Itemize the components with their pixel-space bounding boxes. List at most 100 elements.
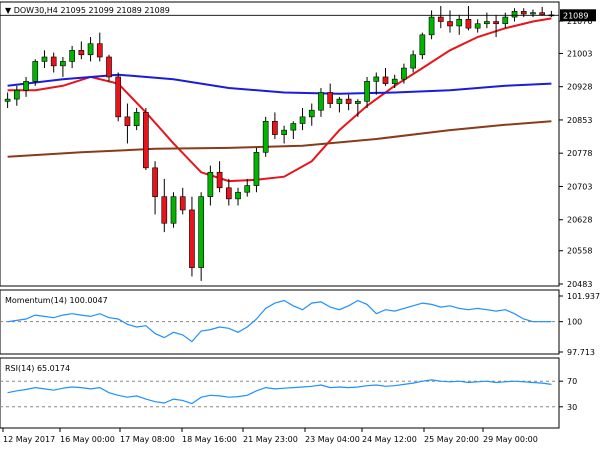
candle — [50, 52, 57, 73]
candle — [41, 50, 48, 69]
candle — [216, 161, 223, 193]
candle-body-up — [511, 11, 518, 18]
rsi-axis: 70 30 — [559, 377, 577, 412]
candle-body-up — [308, 109, 315, 118]
candle-body-down — [96, 43, 103, 58]
candle — [262, 116, 269, 157]
price-tick-label: 20483 — [567, 280, 592, 289]
candle-body-up — [244, 185, 251, 193]
candle-body-down — [225, 187, 232, 200]
candle — [401, 63, 407, 84]
candle-body-up — [428, 16, 435, 36]
candle — [115, 72, 122, 122]
candle-body-up — [198, 196, 204, 268]
price-chart-title: ▼ DOW30,H4 21095 21099 21089 21089 — [5, 6, 170, 15]
candle — [493, 14, 499, 38]
candle — [152, 161, 158, 215]
candle-body-down — [216, 171, 223, 189]
candle-body-up — [13, 89, 20, 100]
rsi-panel: 70 30 RSI(14) 65.0174 — [0, 357, 577, 429]
candle — [419, 32, 426, 60]
rsi-tick-label: 70 — [567, 377, 577, 386]
candle-body-up — [4, 98, 11, 102]
candle-body-up — [133, 112, 140, 127]
candle-body-down — [327, 92, 334, 104]
candle-body-up — [355, 101, 361, 104]
candle-body-down — [78, 50, 85, 56]
candle — [308, 103, 315, 126]
candle — [179, 187, 186, 215]
candle-body-up — [474, 23, 481, 29]
price-tick-label: 20778 — [567, 149, 592, 158]
candle-body-up — [262, 120, 269, 153]
candle-body-down — [520, 11, 527, 15]
candle — [474, 19, 481, 33]
candle — [281, 125, 287, 144]
time-tick-label: 24 May 12:00 — [362, 435, 417, 444]
candle — [96, 32, 103, 62]
candle-body-up — [235, 191, 241, 200]
candle — [13, 85, 20, 106]
candle-body-down — [161, 196, 168, 224]
candle-body-up — [484, 21, 490, 25]
candle — [318, 88, 324, 117]
rsi-plot-area — [0, 379, 559, 408]
candle-body-down — [447, 21, 453, 27]
candle — [373, 72, 380, 95]
candle — [189, 196, 195, 277]
candle — [327, 83, 334, 108]
candle — [290, 121, 297, 140]
candle — [69, 45, 75, 69]
candle — [87, 37, 94, 62]
momentum-tick-label: 101.937 — [567, 292, 600, 301]
momentum-axis: 101.937 100 97.713 — [559, 292, 600, 357]
candle — [23, 76, 29, 97]
candle-body-up — [207, 171, 214, 197]
rsi-tick-label: 30 — [567, 403, 577, 412]
time-axis: 12 May 2017 16 May 00:00 17 May 08:00 18 Ma… — [2, 428, 538, 444]
candle — [253, 147, 260, 193]
candle-body-up — [401, 67, 407, 80]
candle — [345, 94, 352, 111]
candle-body-up — [391, 78, 398, 84]
candle — [106, 54, 112, 82]
candle-body-up — [373, 76, 380, 82]
price-tick-label: 20928 — [567, 83, 592, 92]
candle-body-down — [465, 19, 472, 29]
time-tick-label: 16 May 00:00 — [60, 435, 115, 444]
candle-body-up — [69, 50, 75, 62]
price-tick-label: 20853 — [567, 116, 592, 125]
time-tick-label: 21 May 23:00 — [243, 435, 298, 444]
candle-body-down — [189, 209, 195, 268]
candle — [244, 178, 251, 197]
price-tick-label: 20628 — [567, 216, 592, 225]
price-tick-label: 21003 — [567, 49, 592, 58]
candle — [364, 76, 370, 108]
candle-body-down — [124, 116, 131, 127]
price-tick-label: 20558 — [567, 247, 592, 256]
candle-body-up — [410, 54, 416, 69]
price-tick-label: 20703 — [567, 182, 592, 191]
candle-body-down — [152, 167, 158, 197]
rsi-title: RSI(14) 65.0174 — [5, 364, 70, 373]
momentum-tick-label: 100 — [567, 318, 582, 327]
candle — [161, 178, 168, 233]
candle-body-down — [115, 76, 122, 118]
candle-body-up — [419, 34, 426, 56]
candle — [437, 6, 444, 29]
candle-body-down — [143, 112, 149, 169]
candle-body-down — [179, 196, 186, 211]
price-tick-label: 21076 — [567, 17, 592, 26]
candle-body-up — [87, 43, 94, 56]
candle-body-up — [253, 152, 260, 186]
time-tick-label: 12 May 2017 — [3, 435, 55, 444]
candle-body-down — [539, 12, 546, 16]
candle-body-up — [170, 196, 177, 224]
momentum-panel: 101.937 100 97.713 Momentum(14) 100.0047 — [0, 289, 600, 357]
momentum-tick-label: 97.713 — [567, 348, 595, 357]
candle — [355, 99, 361, 117]
time-tick-label: 17 May 08:00 — [120, 435, 175, 444]
candle — [456, 14, 463, 35]
momentum-panel-frame — [0, 289, 560, 355]
